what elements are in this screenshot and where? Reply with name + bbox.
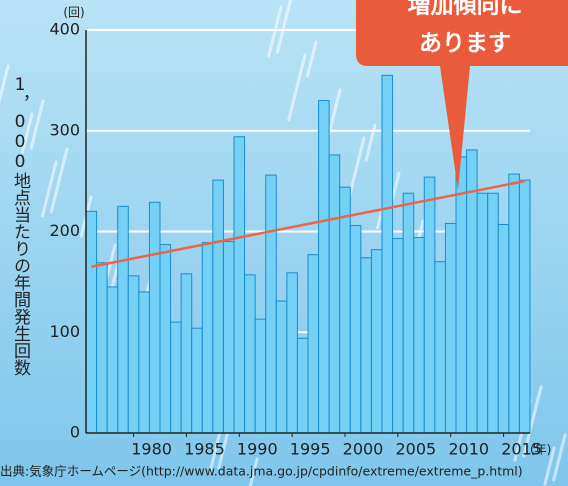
bar <box>245 275 256 433</box>
y-unit: (回) <box>63 6 84 20</box>
bar <box>498 224 509 433</box>
x-tick-label: 2010 <box>448 440 489 459</box>
bar <box>128 276 139 433</box>
bar <box>350 225 361 433</box>
bar <box>213 180 224 433</box>
bar <box>181 274 192 433</box>
x-tick-label: 1995 <box>290 440 331 459</box>
bar <box>519 180 530 433</box>
x-tick-label: 2000 <box>343 440 384 459</box>
bar <box>107 287 118 433</box>
y-tick-label: 100 <box>49 322 80 341</box>
bar <box>255 319 266 433</box>
bar <box>234 137 245 433</box>
bar <box>403 193 414 433</box>
bar <box>477 193 488 433</box>
callout-text: 増加傾向に <box>408 0 523 19</box>
bar <box>456 157 467 433</box>
source: 出典:気象庁ホームページ(http://www.data.jma.go.jp/c… <box>0 464 523 479</box>
bar <box>266 175 277 433</box>
bar <box>435 262 446 433</box>
bar <box>86 211 97 433</box>
chart: 0 100 200 300 400 1980 1985 1990 1995 2000 2005 201… <box>0 0 568 486</box>
bar <box>509 174 520 433</box>
bar <box>414 238 425 433</box>
bar <box>202 243 213 433</box>
bar <box>171 322 182 433</box>
bar <box>382 75 393 433</box>
bar <box>371 250 382 433</box>
bar <box>287 273 298 433</box>
y-tick-label: 200 <box>49 221 80 240</box>
bar <box>149 202 160 433</box>
callout-text: あります <box>419 31 511 57</box>
bar <box>223 242 234 433</box>
bar <box>329 155 340 433</box>
x-unit: (年) <box>530 443 551 457</box>
y-tick-label: 0 <box>70 423 80 442</box>
bar <box>424 177 435 433</box>
x-tick-label: 2005 <box>395 440 436 459</box>
y-tick-label: 300 <box>49 120 80 139</box>
bar <box>276 301 287 433</box>
bar <box>160 245 171 433</box>
bar <box>445 223 456 433</box>
bar <box>192 328 203 433</box>
x-tick-label: 1985 <box>184 440 225 459</box>
bar <box>139 292 150 433</box>
bar <box>118 206 129 433</box>
y-tick-label: 400 <box>49 20 80 39</box>
bar <box>308 255 319 433</box>
bar <box>488 193 499 433</box>
bar <box>297 338 308 433</box>
bar <box>340 187 351 433</box>
bar <box>97 263 108 433</box>
bar <box>361 258 372 433</box>
bar <box>319 101 330 433</box>
y-axis-label: 1，000地点当たりの年間発生回数 <box>10 75 31 376</box>
x-tick-label: 1980 <box>131 440 172 459</box>
x-tick-label: 1990 <box>237 440 278 459</box>
bar <box>393 239 404 433</box>
